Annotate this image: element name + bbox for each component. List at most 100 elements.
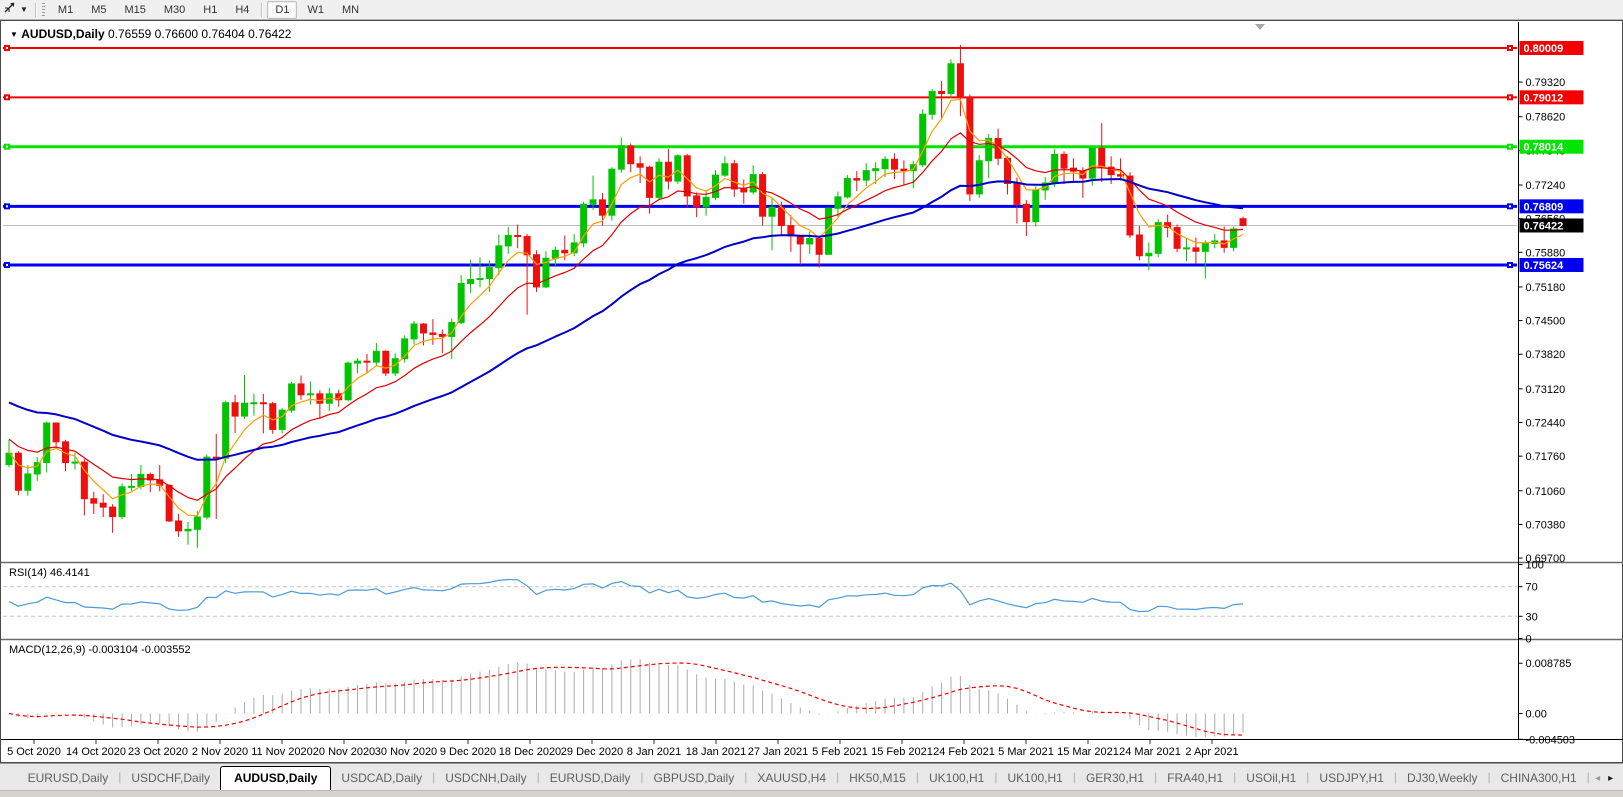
timeframe-button-M30[interactable]: M30 [163,3,186,16]
date-label: 14 Oct 2020 [66,746,126,758]
tab-separator: | [1586,769,1590,784]
line-handle-dot [1509,47,1511,49]
tab-separator: | [836,769,840,784]
price-tick-label: 0.79320 [1526,77,1566,89]
candle-body [655,161,663,198]
chart-tab-usoil-h1[interactable]: USOil,H1 [1246,771,1297,785]
candle-body [523,235,531,256]
candle-body [1164,222,1172,229]
date-label: 15 Mar 2021 [1057,746,1119,758]
chart-canvas[interactable]: 0.793200.786200.779400.772400.765600.758… [1,21,1623,764]
chart-tab-usdjpy-h1[interactable]: USDJPY,H1 [1319,771,1384,785]
timeframe-button-H4[interactable]: H4 [235,3,250,16]
candle-body [730,163,738,190]
date-label: 30 Nov 2020 [375,746,437,758]
candle-body [533,254,541,288]
date-label: 23 Oct 2020 [128,746,188,758]
candle-body [118,486,126,518]
tab-separator: | [744,769,748,784]
macd-axis-label: -0.004503 [1526,734,1576,746]
timeframe-button-H1[interactable]: H1 [203,3,218,16]
candle-body [1173,227,1181,249]
chart-tab-ger30-h1[interactable]: GER30,H1 [1085,771,1144,785]
chart-tab-gbpusd-daily[interactable]: GBPUSD,Daily [653,771,735,785]
chart-tab-eurusd-daily[interactable]: EURUSD,Daily [549,771,631,785]
candle-body [127,485,135,488]
candle-body [316,393,324,404]
chart-tab-audusd-daily[interactable]: AUDUSD,Daily [220,766,332,790]
candle-body [834,196,842,209]
candle-body [796,235,804,245]
price-level-badge: 0.78014 [1524,142,1565,154]
candle-body [1107,166,1115,176]
macd-axis-label: 0.00 [1526,709,1547,721]
candle-body [363,360,371,363]
timeframe-button-M5[interactable]: M5 [91,3,107,16]
tab-separator: | [1154,769,1158,784]
price-tick-label: 0.70380 [1526,519,1566,531]
timeframe-button-D1[interactable]: D1 [267,0,298,19]
timeframe-button-MN[interactable]: MN [341,3,360,16]
candle-body [222,402,230,459]
date-label: 24 Feb 2021 [933,746,995,758]
price-tick-label: 0.74500 [1526,316,1566,328]
candle-body [589,199,597,205]
chart-tab-uk100-h1[interactable]: UK100,H1 [1007,771,1063,785]
timeframe-button-M1[interactable]: M1 [57,3,74,16]
candle-body [401,338,409,360]
chart-shift-marker[interactable] [1255,24,1265,30]
line-handle-dot [6,205,8,208]
candle-body [476,278,484,281]
pointer-tool-button[interactable]: ▼ [0,0,32,19]
candle-body [693,195,701,208]
line-handle-dot [1509,263,1511,266]
chart-tab-usdchf-daily[interactable]: USDCHF,Daily [131,771,211,785]
candle-body [14,452,22,491]
tab-scroll-right-icon[interactable]: ▸ [1608,773,1614,784]
candle-body [561,249,569,254]
tab-scroll-left-icon[interactable]: ◂ [1595,773,1601,784]
tab-separator: | [1233,769,1237,784]
price-level-badge-bg [1519,90,1584,105]
chart-tab-uk100-h1[interactable]: UK100,H1 [928,771,985,785]
tab-separator: | [1306,769,1310,784]
candle-body [881,158,889,170]
candle-body [1154,222,1162,254]
chart-symbol-dropdown-icon[interactable]: ▼ [10,30,18,39]
chart-tab-fra40-h1[interactable]: FRA40,H1 [1167,771,1224,785]
chart-tab-dj30-weekly[interactable]: DJ30,Weekly [1407,771,1478,785]
top-toolbar: ▼ M1 M5 M15 M30 H1 H4 D1 W1 MN [0,0,1623,20]
chart-symbol-label: AUDUSD,Daily [21,27,105,41]
candle-body [1201,242,1209,252]
timeframe-button-W1[interactable]: W1 [307,3,324,16]
candle-body [80,461,88,500]
candle-body [71,461,79,464]
chart-tab-usdcnh-daily[interactable]: USDCNH,Daily [445,771,527,785]
candle-body [1098,147,1106,168]
date-label: 24 Mar 2021 [1119,746,1181,758]
tab-separator: | [536,769,540,784]
mid-ma-line [8,132,1244,501]
candle-body [448,322,456,337]
chart-tab-hk50-m15[interactable]: HK50,M15 [849,771,906,785]
tab-separator: | [1487,769,1491,784]
candle-body [721,163,729,176]
toolbar-grip-handle[interactable] [41,3,45,16]
candle-body [928,90,936,115]
line-handle-dot [6,47,8,49]
date-label: 5 Oct 2020 [7,746,61,758]
date-label: 11 Nov 2020 [251,746,313,758]
chart-tab-eurusd-daily[interactable]: EURUSD,Daily [27,771,109,785]
price-level-badge-bg [1519,41,1584,55]
chart-tab-usdcad-daily[interactable]: USDCAD,Daily [341,771,423,785]
candle-body [278,409,286,430]
candle-body [636,163,644,168]
candle-body [683,155,691,197]
timeframe-button-M15[interactable]: M15 [124,3,146,16]
candle-body [994,137,1002,159]
chart-window[interactable]: 0.793200.786200.779400.772400.765600.758… [0,20,1623,763]
chart-tab-china300-h1[interactable]: CHINA300,H1 [1500,771,1577,785]
price-tick-label: 0.71760 [1526,451,1566,463]
chart-tab-xauusd-h4[interactable]: XAUUSD,H4 [757,771,827,785]
price-tick-label: 0.72440 [1526,418,1566,430]
